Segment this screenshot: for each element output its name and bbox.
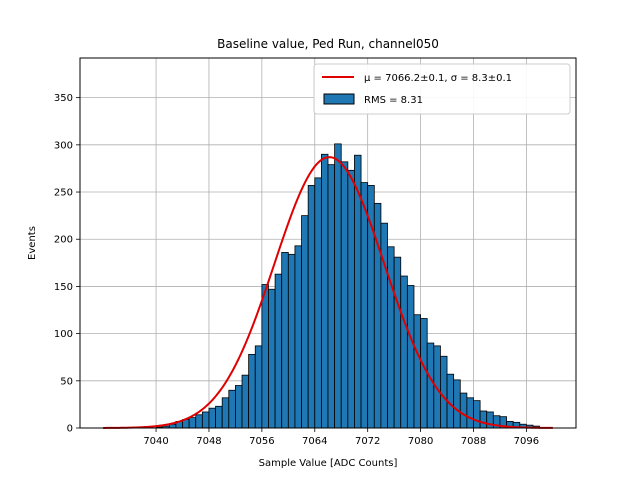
y-axis-ticks: 0 50 100 150 200 250 300 350 xyxy=(54,93,80,435)
y-tick-label: 300 xyxy=(54,140,73,151)
y-tick-label: 150 xyxy=(54,282,73,293)
histogram-bar xyxy=(294,245,302,429)
y-axis-title: Events xyxy=(27,226,38,260)
histogram-bar xyxy=(201,411,210,429)
histogram-bar xyxy=(248,353,256,429)
histogram-bar xyxy=(413,314,421,429)
histogram-bar xyxy=(281,252,289,429)
histogram-bar xyxy=(261,284,269,429)
y-tick-label: 0 xyxy=(67,424,73,435)
x-tick-label: 7072 xyxy=(355,436,380,447)
legend-histogram-label: RMS = 8.31 xyxy=(364,95,423,106)
histogram-bar xyxy=(195,414,203,429)
histogram-bar xyxy=(479,410,488,429)
x-tick-label: 7040 xyxy=(143,436,168,447)
histogram-bar xyxy=(254,345,263,429)
legend: μ = 7066.2±0.1, σ = 8.3±0.1 RMS = 8.31 xyxy=(313,63,571,115)
histogram-bar xyxy=(274,273,283,429)
histogram-bar xyxy=(440,355,448,429)
histogram-bar xyxy=(347,169,355,429)
legend-box xyxy=(313,63,571,115)
y-tick-label: 100 xyxy=(54,329,73,340)
histogram-bar xyxy=(287,253,296,429)
histogram-bar xyxy=(453,379,461,429)
x-tick-label: 7064 xyxy=(302,436,327,447)
histogram-bar xyxy=(426,342,435,429)
histogram-bar xyxy=(393,256,402,429)
histogram-bar xyxy=(459,392,468,429)
histogram-bar xyxy=(307,185,316,429)
histogram-bar xyxy=(334,143,342,429)
chart-title: Baseline value, Ped Run, channel050 xyxy=(217,37,439,51)
x-tick-label: 7080 xyxy=(408,436,433,447)
y-tick-label: 250 xyxy=(54,188,73,199)
histogram-bar xyxy=(406,285,415,429)
histogram-bar xyxy=(215,405,223,429)
gaussian-fit-curve xyxy=(103,156,553,429)
histogram-bar xyxy=(268,288,276,429)
histogram-bar xyxy=(241,374,250,429)
histogram-bar xyxy=(320,153,329,429)
histogram-bar xyxy=(400,275,408,429)
x-tick-label: 7048 xyxy=(196,436,221,447)
histogram-bar xyxy=(367,185,375,429)
histogram-bar xyxy=(360,182,369,429)
legend-fit-label: μ = 7066.2±0.1, σ = 8.3±0.1 xyxy=(364,73,512,84)
x-axis-title: Sample Value [ADC Counts] xyxy=(259,458,398,469)
histogram-bar xyxy=(420,318,428,429)
histogram-bar xyxy=(221,397,230,429)
y-tick-label: 200 xyxy=(54,235,73,246)
x-tick-label: 7056 xyxy=(249,436,274,447)
histogram-bar xyxy=(314,177,322,429)
histogram-bar xyxy=(208,407,216,429)
histogram-bar xyxy=(340,161,349,429)
histogram-bar xyxy=(228,389,236,429)
x-tick-label: 7096 xyxy=(514,436,539,447)
y-tick-label: 350 xyxy=(54,93,73,104)
histogram-bar xyxy=(235,385,243,429)
histogram-bar xyxy=(301,215,309,429)
histogram-bar xyxy=(327,164,336,429)
plot-frame xyxy=(79,57,577,429)
histogram-bars xyxy=(155,143,541,429)
x-tick-label: 7088 xyxy=(461,436,486,447)
histogram-bar xyxy=(188,417,197,429)
x-axis-ticks: 7040 7048 7056 7064 7072 7080 7088 7096 xyxy=(143,428,539,447)
histogram-bar xyxy=(473,400,481,429)
histogram-bar xyxy=(466,397,474,429)
legend-histogram-swatch xyxy=(323,93,355,105)
y-tick-label: 50 xyxy=(60,376,73,387)
